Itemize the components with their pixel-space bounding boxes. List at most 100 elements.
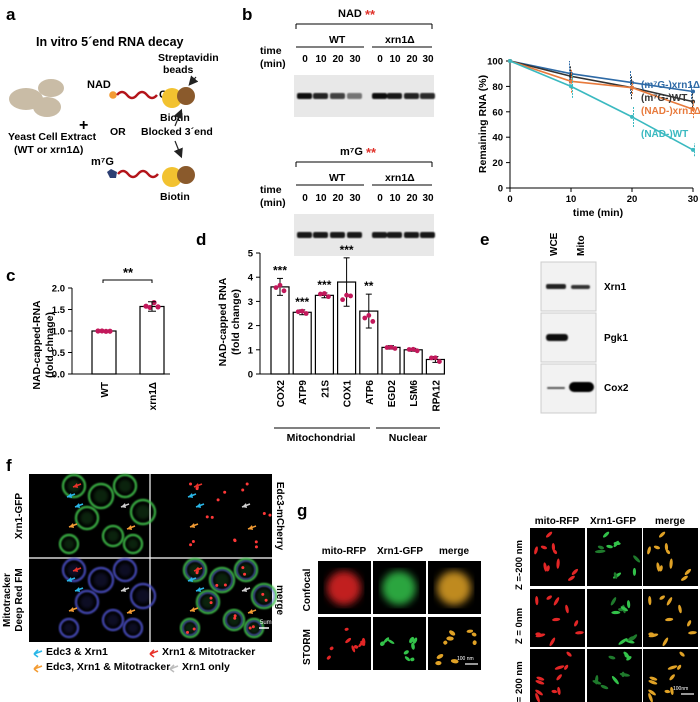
legend-arrow-icon — [169, 664, 179, 673]
line-series-label: (NAD-)xrn1Δ — [641, 106, 700, 117]
d-bar — [270, 286, 290, 375]
bead-arrow — [188, 75, 199, 86]
c-point — [155, 304, 161, 310]
gel1-time-1: 10 — [315, 54, 327, 65]
c-xtick: WT — [100, 382, 111, 398]
gel2-min-label: (min) — [260, 197, 286, 209]
c-ylabel-2: (fold chnage) — [44, 312, 56, 378]
gel2-time-4: 0 — [377, 193, 383, 204]
d-ylabel-2: (fold change) — [230, 289, 242, 355]
d-point — [344, 292, 349, 298]
nuclear-group-label: Nuclear — [389, 432, 428, 444]
d-significance: ** — [364, 279, 374, 293]
g-rcol-mito: mito-RFP — [535, 516, 580, 527]
line-series-label: (m⁷G-)xrn1Δ — [641, 80, 700, 91]
gel1-time-2: 20 — [332, 54, 344, 65]
c-point — [147, 304, 153, 311]
e-protein-xrn1: Xrn1 — [604, 282, 627, 293]
line-xtick: 20 — [627, 194, 638, 205]
biotin-icon — [162, 88, 182, 108]
d-point — [348, 293, 353, 299]
d-ytick: 0 — [248, 370, 253, 381]
d-point — [429, 355, 434, 361]
line-ylabel: Remaining RNA (%) — [477, 75, 489, 173]
d-point — [281, 288, 287, 294]
d-point — [366, 312, 372, 318]
biotin-icon-2 — [162, 167, 182, 187]
d-point — [433, 355, 438, 361]
yeast-cells-icon — [9, 79, 64, 117]
d-xtick: COX2 — [276, 380, 287, 408]
c-point — [143, 303, 149, 309]
line-xtick: 10 — [566, 194, 577, 205]
gel1-time-7: 30 — [422, 54, 434, 65]
d-point — [326, 294, 331, 300]
streptavidin-label: Streptavidin — [158, 52, 219, 64]
g-col-merge: merge — [439, 546, 469, 557]
gel2-time-5: 10 — [389, 193, 401, 204]
line-point — [691, 147, 695, 152]
e-lane-wce: WCE — [549, 232, 560, 256]
gel2-band — [313, 232, 328, 238]
f-label-mito1: Mitotracker — [2, 573, 13, 627]
d-point — [299, 308, 305, 314]
line-series — [509, 60, 694, 93]
gel1-time-labels: 0 10 20 30 0 10 20 30 — [302, 54, 434, 65]
d-bar — [314, 294, 334, 375]
beads-label: beads — [163, 64, 194, 76]
d-ylabel: NAD-capped RNA — [217, 277, 229, 366]
e-protein-pgk1: Pgk1 — [604, 333, 628, 344]
gel2-time-labels: 0 10 20 30 0 10 20 30 — [302, 193, 434, 204]
d-point — [406, 347, 412, 352]
legend-arrow-icon — [33, 664, 43, 673]
e-protein-cox2: Cox2 — [604, 383, 629, 394]
gel2-stars: ** — [366, 145, 377, 160]
d-point — [273, 285, 279, 290]
d-xtick: ATP9 — [298, 380, 309, 405]
g-z-minus: Z =-200 nm — [514, 540, 525, 590]
plus-sign: + — [79, 117, 88, 134]
g-scale-label: 100 nm — [457, 656, 474, 662]
gel2-time-label: time — [260, 184, 282, 196]
mito-group-label: Mitochondrial — [287, 432, 356, 444]
d-point — [295, 309, 301, 315]
d-bar — [381, 346, 401, 375]
gel2-xrn: xrn1Δ — [385, 172, 415, 184]
d-bar — [292, 311, 312, 375]
gel1-band — [330, 93, 345, 99]
panel-a: a In vitro 5´end RNA decay Yeast Cell Ex… — [6, 5, 219, 203]
c-ytick: 0.5 — [52, 348, 66, 359]
gel2-wt: WT — [329, 172, 346, 184]
line-ytick: 0 — [498, 184, 503, 195]
panel-d: d NAD-capped RNA (fold change) 012345***… — [196, 230, 445, 444]
gel1-band — [372, 93, 387, 99]
f-label-merge: merge — [274, 585, 285, 615]
g-row-confocal: Confocal — [302, 568, 313, 611]
blocked-label: Blocked 3´end — [141, 126, 213, 138]
legend-arrow-icon — [33, 649, 43, 658]
panel-letter-a: a — [6, 5, 16, 24]
d-xtick: 21S — [320, 380, 331, 398]
gel2-time-7: 30 — [422, 193, 434, 204]
c-ylabel: NAD-capped-RNA — [31, 300, 43, 390]
c-point — [95, 328, 101, 334]
c-bar — [91, 330, 117, 375]
f-legend-item: Edc3 & Xrn1 — [46, 646, 108, 658]
line-ytick: 60 — [492, 107, 503, 118]
gel2-time-2: 20 — [332, 193, 344, 204]
d-xtick: ATP6 — [365, 380, 376, 405]
d-point — [370, 319, 376, 324]
d-point — [410, 346, 416, 352]
panel-g: g mito-RFP Xrn1-GFP merge Confocal STORM… — [297, 501, 698, 702]
gel2-band — [420, 232, 435, 238]
line-ytick: 80 — [492, 82, 503, 93]
panel-letter-g: g — [297, 501, 307, 520]
f-legend-item: Xrn1 only — [182, 661, 230, 673]
panel-letter-b: b — [242, 5, 252, 24]
legend-arrow-icon — [149, 649, 159, 658]
d-ytick: 5 — [248, 249, 254, 260]
gel1-time-5: 10 — [389, 54, 401, 65]
gel1-xrn: xrn1Δ — [385, 34, 415, 46]
biotin-label-2: Biotin — [160, 191, 190, 203]
